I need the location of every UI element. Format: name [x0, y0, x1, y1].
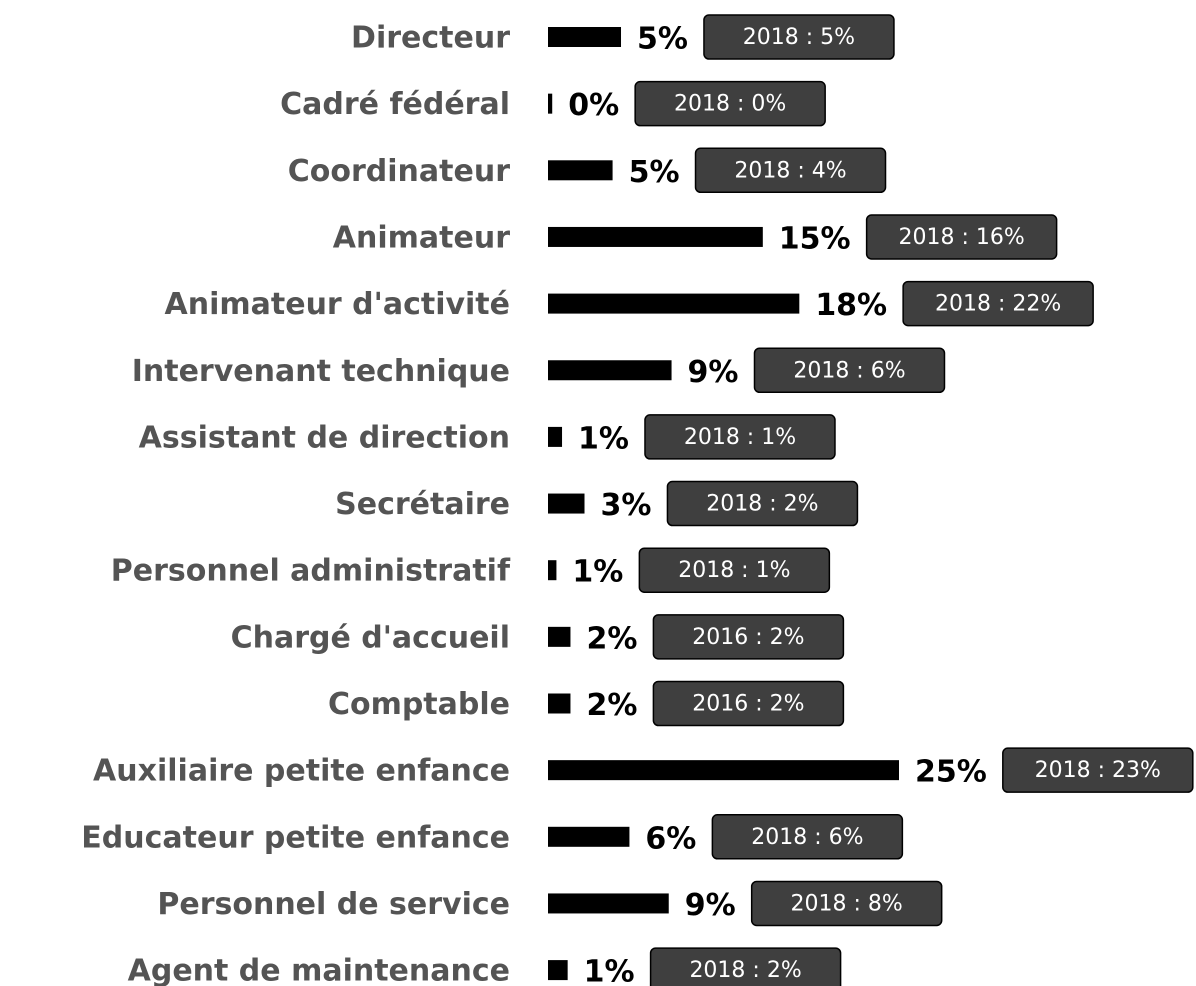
value-label: 9% — [685, 888, 736, 923]
comparison-badge — [703, 14, 895, 60]
bar — [548, 560, 557, 581]
comparison-badge — [1002, 747, 1194, 793]
comparison-badge — [649, 947, 842, 986]
category-label: Intervenant technique — [132, 354, 510, 389]
bar — [548, 160, 613, 181]
comparison-label: 2018 : 6% — [793, 358, 905, 383]
comparison-badge — [634, 80, 826, 127]
bar — [548, 893, 669, 914]
category-label: Comptable — [328, 687, 510, 722]
bar — [548, 760, 899, 781]
category-label: Assistant de direction — [139, 420, 510, 455]
bar — [548, 226, 763, 247]
comparison-badge — [638, 547, 831, 593]
comparison-label: 2016 : 2% — [692, 625, 804, 650]
bar — [548, 360, 672, 381]
category-label: Secrétaire — [335, 487, 510, 522]
bar — [548, 826, 630, 847]
comparison-label: 2018 : 16% — [898, 225, 1024, 250]
value-label: 5% — [629, 155, 680, 190]
category-label: Personnel administratif — [111, 554, 511, 589]
comparison-badge — [666, 480, 859, 527]
comparison-badge — [652, 680, 845, 727]
comparison-label: 2016 : 2% — [692, 692, 804, 717]
value-label: 3% — [601, 488, 652, 523]
comparison-badge — [753, 347, 946, 393]
comparison-badge — [644, 414, 836, 460]
bar — [548, 93, 553, 114]
value-label: 2% — [586, 621, 637, 656]
category-label: Auxiliaire petite enfance — [93, 754, 510, 789]
value-label: 2% — [586, 688, 637, 723]
comparison-badge — [865, 214, 1058, 260]
value-label: 1% — [578, 421, 629, 456]
bar — [548, 960, 568, 981]
comparison-label: 2018 : 5% — [743, 25, 855, 50]
comparison-label: 2018 : 6% — [751, 825, 863, 850]
comparison-label: 2018 : 23% — [1035, 758, 1161, 783]
bar — [548, 693, 571, 714]
comparison-badge — [711, 814, 904, 860]
comparison-label: 2018 : 4% — [734, 158, 846, 183]
category-label: Cadré fédéral — [280, 87, 510, 122]
category-label: Educateur petite enfance — [81, 820, 510, 855]
bar — [548, 493, 585, 514]
category-label: Animateur d'activité — [165, 287, 510, 322]
bar — [548, 293, 800, 314]
comparison-badge — [902, 280, 1094, 327]
bar — [548, 626, 571, 647]
comparison-label: 2018 : 0% — [674, 92, 786, 117]
comparison-label: 2018 : 2% — [689, 958, 801, 983]
category-label: Personnel de service — [157, 887, 510, 922]
value-label: 0% — [568, 88, 619, 123]
value-label: 25% — [915, 755, 987, 790]
comparison-badge — [750, 880, 943, 927]
comparison-label: 2018 : 1% — [684, 425, 796, 450]
value-label: 6% — [645, 821, 696, 856]
comparison-badge — [694, 147, 887, 194]
category-label: Animateur — [333, 220, 510, 255]
category-label: Chargé d'accueil — [231, 620, 510, 655]
comparison-label: 2018 : 8% — [791, 891, 903, 916]
value-label: 15% — [779, 221, 851, 256]
comparison-label: 2018 : 2% — [706, 492, 818, 517]
value-label: 9% — [688, 355, 739, 390]
comparison-label: 2018 : 22% — [935, 292, 1061, 317]
value-label: 1% — [584, 955, 635, 986]
value-label: 18% — [815, 288, 887, 323]
value-label: 1% — [572, 555, 623, 590]
bar — [548, 426, 563, 447]
category-label: Coordinateur — [288, 154, 510, 189]
comparison-badge — [652, 614, 845, 660]
bar — [548, 27, 622, 47]
value-label: 5% — [637, 22, 688, 57]
category-label: Directeur — [351, 21, 510, 56]
comparison-label: 2018 : 1% — [678, 558, 790, 583]
category-label: Agent de maintenance — [128, 954, 510, 986]
